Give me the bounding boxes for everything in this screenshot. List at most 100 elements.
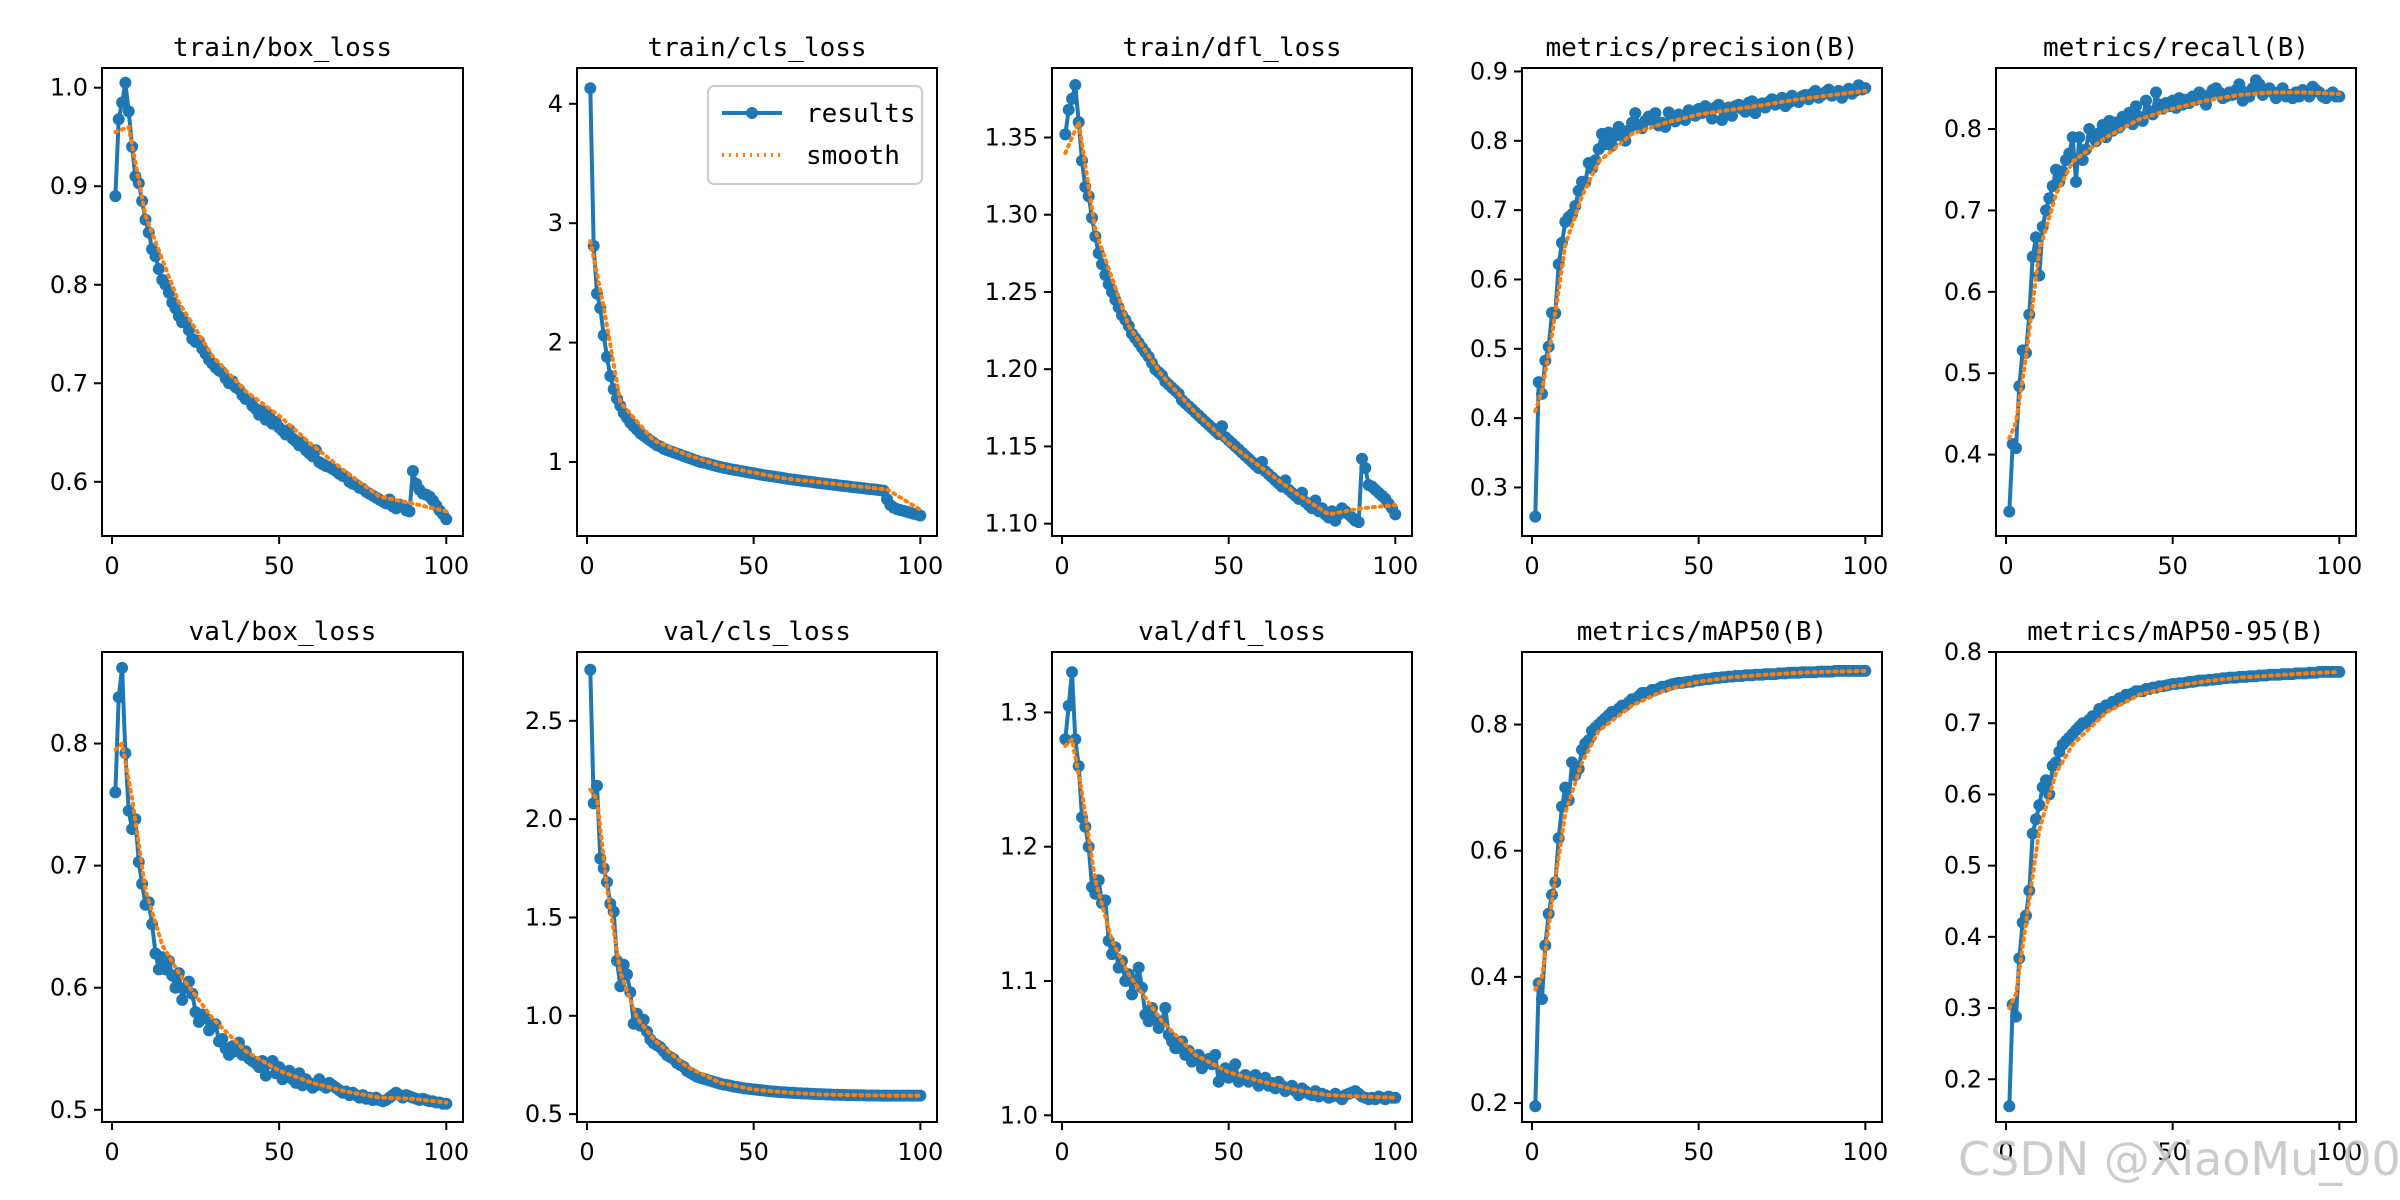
results-point xyxy=(1209,1048,1222,1061)
results-point xyxy=(259,1069,272,1082)
results-point xyxy=(1679,114,1692,126)
x-tick-label: 100 xyxy=(897,552,943,580)
x-tick-label: 50 xyxy=(1683,1138,1714,1166)
x-tick-label: 50 xyxy=(264,552,295,580)
results-point xyxy=(112,113,125,126)
results-point xyxy=(1536,993,1548,1005)
legend: results smooth xyxy=(707,85,923,185)
y-tick-label: 1.0 xyxy=(1000,1101,1038,1129)
y-tick-label: 0.4 xyxy=(1944,923,1982,951)
results-point xyxy=(2026,827,2039,840)
x-tick-label: 0 xyxy=(1998,1138,2013,1166)
results-series-line xyxy=(2007,669,2340,1107)
y-tick-label: 0.7 xyxy=(50,369,88,397)
results-series-line xyxy=(113,80,448,521)
y-tick-label: 1 xyxy=(548,448,563,476)
results-point xyxy=(2003,505,2016,518)
results-point xyxy=(1649,107,1662,120)
x-tick-label: 100 xyxy=(1372,552,1418,580)
y-tick-label: 2.5 xyxy=(525,707,563,735)
x-tick-label: 0 xyxy=(579,1138,594,1166)
results-point xyxy=(2003,1100,2016,1113)
smooth-series-line xyxy=(113,124,449,514)
results-point xyxy=(2030,813,2042,826)
results-point xyxy=(2040,774,2052,787)
y-tick-label: 0.7 xyxy=(1944,709,1982,737)
chart-title: metrics/mAP50(B) xyxy=(1577,617,1827,647)
results-point xyxy=(2043,192,2056,205)
y-tick-label: 0.6 xyxy=(1944,780,1982,808)
y-tick-label: 0.6 xyxy=(50,974,88,1002)
smooth-series-line xyxy=(113,739,449,1105)
chart-panel: train/box_loss 0 50 100 0.6 0.7 0.8 0.9 1.0 xyxy=(50,33,469,580)
results-point xyxy=(1229,1058,1242,1071)
y-tick-label: 0.4 xyxy=(1470,404,1508,432)
chart-panel: train/dfl_loss 0 50 100 1.10 1.15 1.20 1.25 1.30… xyxy=(985,33,1419,580)
results-point xyxy=(1389,508,1402,521)
y-tick-label: 0.7 xyxy=(50,852,88,880)
chart-title: metrics/mAP50-95(B) xyxy=(2027,617,2324,647)
results-point xyxy=(2063,147,2076,160)
x-tick-label: 0 xyxy=(104,1138,119,1166)
x-tick-label: 50 xyxy=(1213,552,1244,580)
results-point xyxy=(2040,204,2052,217)
x-tick-label: 0 xyxy=(579,552,594,580)
y-tick-label: 0.2 xyxy=(1470,1089,1508,1117)
plot-frame xyxy=(1521,651,1883,1123)
y-tick-label: 0.6 xyxy=(1470,837,1508,865)
results-point xyxy=(584,82,597,95)
y-tick-label: 0.5 xyxy=(50,1096,88,1124)
plot-frame xyxy=(1051,67,1413,537)
x-tick-label: 100 xyxy=(1372,1138,1418,1166)
x-tick-label: 50 xyxy=(738,552,769,580)
x-tick-label: 0 xyxy=(1054,1138,1069,1166)
chart-title: train/dfl_loss xyxy=(1122,33,1341,63)
x-tick-label: 100 xyxy=(2316,552,2362,580)
legend-box xyxy=(707,85,923,185)
y-tick-label: 1.0 xyxy=(50,74,88,102)
results-point xyxy=(1059,733,1072,746)
y-tick-label: 4 xyxy=(548,90,563,118)
chart-panel: train/cls_loss 0 50 100 1 2 3 4 xyxy=(548,33,944,580)
smooth-series-line xyxy=(1063,114,1398,517)
results-point xyxy=(591,779,603,792)
results-point xyxy=(2030,231,2042,244)
results-point xyxy=(1126,988,1138,1001)
results-point xyxy=(2026,250,2039,263)
results-point xyxy=(122,105,135,118)
plot-frame xyxy=(101,651,464,1123)
chart-title: metrics/precision(B) xyxy=(1545,33,1858,63)
results-point xyxy=(1069,79,1082,91)
smooth-series-line xyxy=(2007,669,2342,1011)
results-point xyxy=(1216,420,1228,433)
results-series-line xyxy=(1063,670,1396,1102)
results-point xyxy=(1279,474,1292,487)
results-point xyxy=(1726,109,1738,122)
y-tick-label: 0.6 xyxy=(1944,278,1982,306)
results-point xyxy=(1706,112,1718,125)
y-tick-label: 0.8 xyxy=(50,271,88,299)
results-point xyxy=(216,1033,229,1045)
x-tick-label: 100 xyxy=(2316,1138,2362,1166)
y-tick-label: 0.5 xyxy=(1470,335,1508,363)
results-point xyxy=(1529,1100,1542,1113)
results-point xyxy=(2073,131,2086,144)
y-tick-label: 0.2 xyxy=(1944,1065,1982,1093)
y-tick-label: 3 xyxy=(548,209,563,237)
results-point xyxy=(199,1012,212,1025)
results-point xyxy=(109,190,122,203)
y-tick-label: 0.9 xyxy=(1470,57,1508,85)
chart-title: metrics/recall(B) xyxy=(2043,33,2309,63)
results-point xyxy=(116,661,129,674)
chart-title: val/dfl_loss xyxy=(1138,617,1326,647)
x-tick-label: 50 xyxy=(1213,1138,1244,1166)
watermark-text: CSDN @XiaoMu_001 xyxy=(1958,1132,2400,1186)
chart-panel: metrics/mAP50(B) 0 50 100 0.2 0.4 0.6 0.8 xyxy=(1470,617,1888,1166)
results-point xyxy=(1062,103,1075,116)
y-tick-label: 1.15 xyxy=(985,432,1038,460)
results-point xyxy=(440,513,453,526)
results-point xyxy=(406,465,419,477)
results-series-line xyxy=(1533,83,1867,517)
results-series-line xyxy=(588,669,921,1098)
